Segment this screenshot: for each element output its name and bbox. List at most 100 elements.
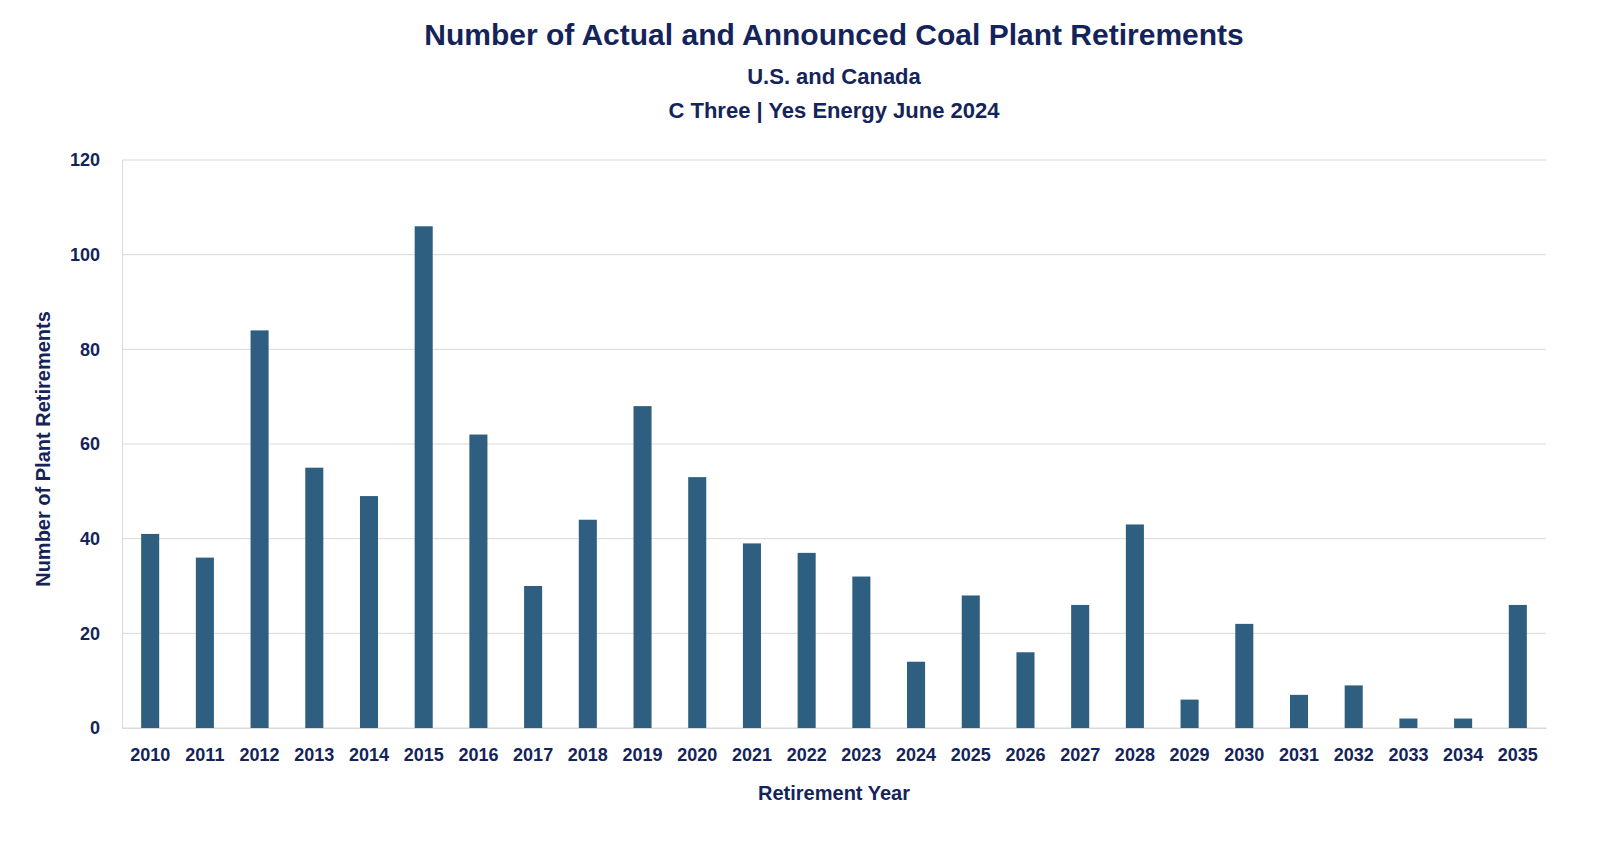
x-tick-label: 2029 xyxy=(1170,745,1210,765)
grid-line xyxy=(122,538,1546,539)
bar xyxy=(798,553,816,728)
bar xyxy=(1509,605,1527,728)
bar xyxy=(1399,719,1417,728)
x-tick-label: 2016 xyxy=(458,745,498,765)
x-tick: 2035 xyxy=(1498,728,1538,765)
grid-line xyxy=(122,444,1546,445)
bar xyxy=(196,558,214,728)
bar xyxy=(1345,685,1363,728)
x-tick: 2011 xyxy=(185,728,224,765)
bar xyxy=(688,477,706,728)
x-tick-label: 2025 xyxy=(951,745,991,765)
y-tick: 100 xyxy=(70,245,122,265)
x-axis-title: Retirement Year xyxy=(758,782,910,804)
y-axis: 0 20 40 60 80 100 120 xyxy=(70,150,123,738)
y-tick-label: 100 xyxy=(70,245,100,265)
x-tick-label: 2027 xyxy=(1060,745,1100,765)
x-tick: 2031 xyxy=(1279,728,1319,765)
bar xyxy=(1181,700,1199,728)
y-tick: 60 xyxy=(80,434,122,454)
bar xyxy=(141,534,159,728)
bar xyxy=(305,468,323,728)
x-tick: 2022 xyxy=(787,728,827,765)
x-tick-label: 2011 xyxy=(185,745,224,765)
x-tick: 2020 xyxy=(677,728,717,765)
bar xyxy=(1071,605,1089,728)
x-tick-label: 2023 xyxy=(841,745,881,765)
bar xyxy=(634,406,652,728)
x-tick-label: 2019 xyxy=(623,745,663,765)
bar xyxy=(962,595,980,728)
x-tick-label: 2032 xyxy=(1334,745,1374,765)
x-tick-label: 2020 xyxy=(677,745,717,765)
x-tick-label: 2021 xyxy=(732,745,772,765)
x-tick-label: 2031 xyxy=(1279,745,1319,765)
grid-line xyxy=(122,349,1546,350)
x-tick-label: 2033 xyxy=(1388,745,1428,765)
y-tick-label: 120 xyxy=(70,150,100,170)
x-tick-label: 2010 xyxy=(130,745,170,765)
x-tick: 2032 xyxy=(1334,728,1374,765)
y-tick: 0 xyxy=(90,718,122,738)
x-tick-label: 2012 xyxy=(240,745,280,765)
x-axis: 2010 2011 2012 2013 2014 2015 2016 2017 2018 2019… xyxy=(123,728,1547,765)
subtitle: U.S. and Canada xyxy=(747,64,921,89)
x-tick: 2012 xyxy=(240,728,280,765)
x-tick-label: 2026 xyxy=(1005,745,1045,765)
y-tick-label: 20 xyxy=(80,624,100,644)
x-tick: 2024 xyxy=(896,728,936,765)
y-tick-label: 60 xyxy=(80,434,100,454)
x-tick-label: 2018 xyxy=(568,745,608,765)
x-tick-label: 2017 xyxy=(513,745,553,765)
y-tick: 120 xyxy=(70,150,122,170)
bar xyxy=(1016,652,1034,728)
bar xyxy=(360,496,378,728)
x-tick: 2015 xyxy=(404,728,444,765)
y-axis-title: Number of Plant Retirements xyxy=(32,311,54,587)
y-axis-line xyxy=(122,161,123,729)
x-tick-label: 2022 xyxy=(787,745,827,765)
x-tick: 2030 xyxy=(1224,728,1264,765)
bar xyxy=(415,226,433,728)
x-tick: 2028 xyxy=(1115,728,1155,765)
x-tick: 2019 xyxy=(623,728,663,765)
x-tick-label: 2035 xyxy=(1498,745,1538,765)
x-tick: 2016 xyxy=(458,728,498,765)
bar xyxy=(743,543,761,728)
title: Number of Actual and Announced Coal Plan… xyxy=(424,18,1244,51)
x-tick: 2013 xyxy=(294,728,334,765)
x-tick: 2033 xyxy=(1388,728,1428,765)
x-tick: 2014 xyxy=(349,728,389,765)
x-tick: 2034 xyxy=(1443,728,1483,765)
bar xyxy=(1235,624,1253,728)
bar xyxy=(1454,719,1472,728)
x-tick: 2026 xyxy=(1005,728,1045,765)
bar xyxy=(1290,695,1308,728)
x-tick-label: 2024 xyxy=(896,745,936,765)
x-tick: 2023 xyxy=(841,728,881,765)
grid xyxy=(122,160,1546,728)
bar xyxy=(852,577,870,728)
y-tick-label: 40 xyxy=(80,529,100,549)
x-tick: 2018 xyxy=(568,728,608,765)
subtitle: C Three | Yes Energy June 2024 xyxy=(668,98,1000,123)
x-tick-label: 2030 xyxy=(1224,745,1264,765)
bar xyxy=(524,586,542,728)
x-tick: 2017 xyxy=(513,728,553,765)
bars xyxy=(141,226,1527,728)
x-tick: 2021 xyxy=(732,728,772,765)
x-axis-line xyxy=(123,728,1547,729)
x-tick: 2025 xyxy=(951,728,991,765)
x-tick-label: 2014 xyxy=(349,745,389,765)
x-tick-label: 2034 xyxy=(1443,745,1483,765)
bar xyxy=(579,520,597,728)
chart: Number of Actual and Announced Coal Plan… xyxy=(0,0,1600,844)
grid-line xyxy=(122,633,1546,634)
x-tick-label: 2013 xyxy=(294,745,334,765)
x-tick: 2029 xyxy=(1170,728,1210,765)
y-tick: 80 xyxy=(80,340,122,360)
grid-line xyxy=(122,160,1546,161)
y-tick: 40 xyxy=(80,529,122,549)
bar xyxy=(907,662,925,728)
bar xyxy=(469,435,487,728)
